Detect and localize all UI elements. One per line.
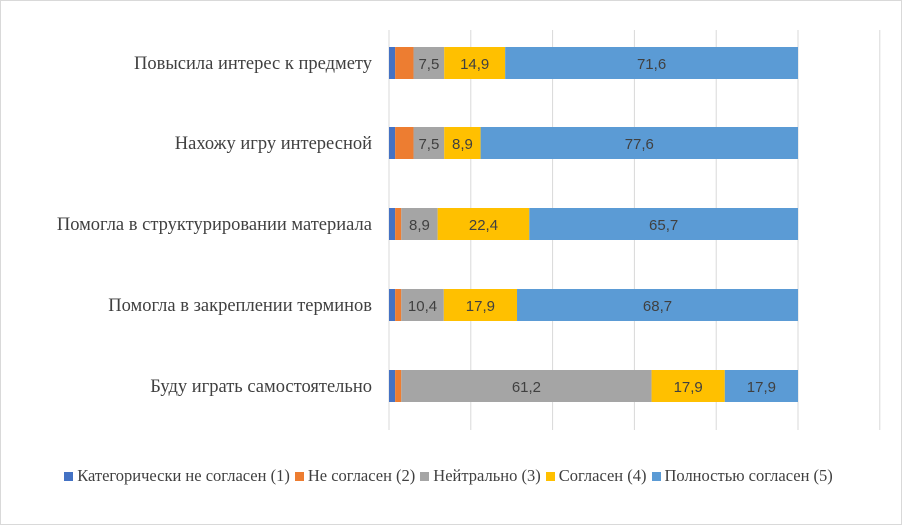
bar-segment	[395, 127, 414, 159]
bar-segment	[724, 370, 798, 402]
category-label: Нахожу игру интересной	[175, 134, 372, 154]
category-label: Помогла в закреплении терминов	[108, 296, 372, 316]
bar-segment	[651, 370, 725, 402]
data-label: 10,4	[408, 298, 437, 315]
legend-item: Не согласен (2)	[294, 466, 416, 486]
bar-segment	[480, 127, 798, 159]
data-label: 77,6	[625, 136, 654, 153]
category-label: Повысила интерес к предмету	[134, 54, 373, 74]
bar-segment	[401, 370, 652, 402]
bar-segment	[389, 289, 396, 321]
legend-label: Нейтрально (3)	[433, 466, 541, 485]
bar-segment	[444, 47, 506, 79]
bars	[389, 47, 798, 402]
bar-segment	[529, 208, 798, 240]
bar-segment	[389, 127, 396, 159]
legend-item: Нейтрально (3)	[420, 466, 541, 486]
bar-segment	[517, 289, 798, 321]
bar-segment	[389, 47, 396, 79]
bar-segment	[389, 370, 396, 402]
bar-segment	[413, 127, 445, 159]
legend-item: Категорически не согласен (1)	[64, 466, 290, 486]
data-label: 7,5	[418, 56, 439, 73]
data-label: 68,7	[643, 298, 672, 315]
category-label: Помогла в структурировании материала	[57, 215, 372, 235]
data-label: 71,6	[637, 56, 666, 73]
bar-segment	[395, 47, 414, 79]
data-label: 8,9	[452, 136, 473, 153]
bar-segment	[437, 208, 530, 240]
legend-swatch	[420, 471, 430, 481]
data-label: 14,9	[460, 56, 489, 73]
data-label: 61,2	[512, 379, 541, 396]
bar-segment	[443, 289, 518, 321]
legend-item: Полностью согласен (5)	[651, 466, 833, 486]
bar-segment	[395, 208, 402, 240]
legend-swatch	[294, 471, 304, 481]
legend: Категорически не согласен (1) Не согласен…	[0, 466, 902, 486]
data-label: 17,9	[674, 379, 703, 396]
legend-swatch	[64, 471, 74, 481]
category-label: Буду играть самостоятельно	[150, 377, 372, 397]
legend-swatch	[545, 471, 555, 481]
legend-label: Согласен (4)	[558, 466, 647, 485]
data-label: 7,5	[418, 136, 439, 153]
data-labels: 7,5 14,9 71,6 7,5 8,9 77,6 8,9 22,4 65,7 10,4 17,9…	[408, 56, 776, 396]
legend-label: Полностью согласен (5)	[664, 466, 833, 485]
bar-segment	[505, 47, 798, 79]
bar-segment	[395, 370, 402, 402]
legend-item: Согласен (4)	[545, 466, 647, 486]
bar-segment	[395, 289, 402, 321]
data-label: 22,4	[469, 217, 498, 234]
legend-label: Не согласен (2)	[307, 466, 416, 485]
bar-segment	[389, 208, 396, 240]
category-labels: Повысила интерес к предмету Нахожу игру и…	[57, 54, 373, 397]
legend-label: Категорически не согласен (1)	[77, 466, 290, 485]
data-label: 8,9	[409, 217, 430, 234]
bar-segment	[401, 289, 444, 321]
data-label: 65,7	[649, 217, 678, 234]
bar-segment	[413, 47, 445, 79]
bar-segment	[444, 127, 481, 159]
data-label: 17,9	[747, 379, 776, 396]
bar-segment	[401, 208, 438, 240]
data-label: 17,9	[466, 298, 495, 315]
legend-swatch	[651, 471, 661, 481]
